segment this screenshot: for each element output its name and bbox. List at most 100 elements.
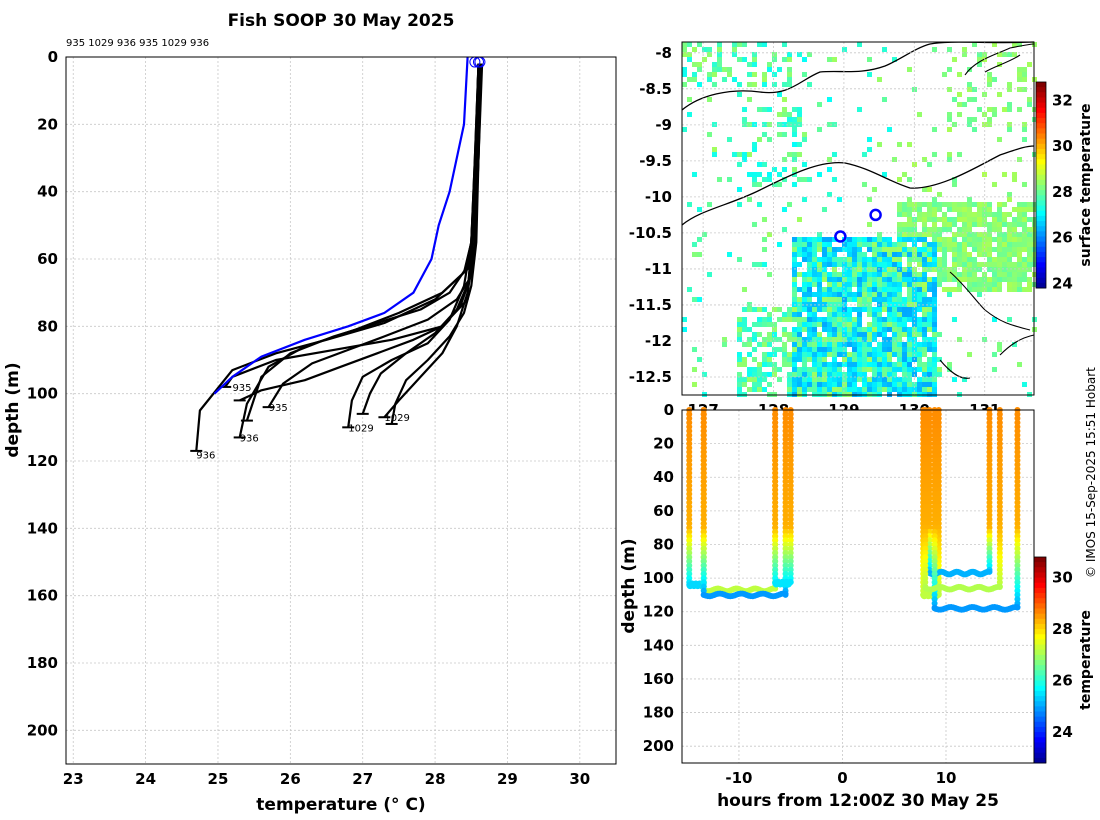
sst-cell xyxy=(967,227,972,232)
sst-cell xyxy=(882,367,887,372)
sst-cell xyxy=(817,237,822,242)
sst-cell xyxy=(977,262,982,267)
sst-cell xyxy=(922,362,927,367)
sst-cell xyxy=(932,267,937,272)
sst-cell xyxy=(917,247,922,252)
sst-cell xyxy=(952,242,957,247)
sst-cell xyxy=(972,212,977,217)
temp-colorbar-segment xyxy=(1034,670,1046,676)
sst-colorbar-segment xyxy=(1036,179,1046,186)
sst-cell xyxy=(882,277,887,282)
xbt-sample xyxy=(1014,419,1021,426)
xbt-sample xyxy=(1014,587,1021,594)
sst-cell xyxy=(962,272,967,277)
sst-cell xyxy=(937,242,942,247)
sst-cell xyxy=(1002,202,1007,207)
sst-cell xyxy=(1007,127,1012,132)
xbt-sample xyxy=(700,423,707,430)
sst-cell xyxy=(837,247,842,252)
sst-cell xyxy=(797,372,802,377)
sst-cell xyxy=(847,372,852,377)
xbt-sample xyxy=(931,507,938,514)
xbt-sample xyxy=(700,419,707,426)
sst-cell xyxy=(817,302,822,307)
xbt-sample xyxy=(935,461,942,468)
sst-cell xyxy=(867,347,872,352)
sst-cell xyxy=(987,72,992,77)
sst-cell xyxy=(972,267,977,272)
sst-cell xyxy=(797,377,802,382)
sst-cell xyxy=(682,72,687,77)
sst-cell xyxy=(877,367,882,372)
xbt-sample xyxy=(1014,449,1021,456)
sst-cell xyxy=(867,382,872,387)
sst-cell xyxy=(832,297,837,302)
sst-cell xyxy=(922,292,927,297)
xbt-sample xyxy=(922,575,929,582)
time-tick-label: 0 xyxy=(837,769,847,787)
xbt-sample xyxy=(922,541,929,548)
sst-cell xyxy=(822,357,827,362)
xbt-sample xyxy=(931,591,938,598)
sst-cell xyxy=(1022,232,1027,237)
sst-cell xyxy=(837,292,842,297)
xbt-sample xyxy=(782,507,789,514)
time-tick-label: -10 xyxy=(725,769,752,787)
sst-cell xyxy=(807,342,812,347)
sst-cell xyxy=(872,242,877,247)
sst-cell xyxy=(852,352,857,357)
sst-cell xyxy=(832,152,837,157)
temp-colorbar-segment xyxy=(1034,608,1046,615)
sst-cell xyxy=(912,382,917,387)
xbt-sample xyxy=(931,545,938,552)
sst-cell xyxy=(1017,232,1022,237)
xbt-sample xyxy=(1014,596,1021,603)
sst-cell xyxy=(992,217,997,222)
xbt-sample xyxy=(986,562,993,569)
sst-cell xyxy=(877,307,882,312)
sst-cell xyxy=(737,362,742,367)
xbt-sample xyxy=(931,470,938,477)
temp-colorbar-segment xyxy=(1034,685,1046,692)
sst-cell xyxy=(822,372,827,377)
sst-cell xyxy=(987,227,992,232)
sst-colorbar-segment xyxy=(1036,92,1046,98)
sst-cell xyxy=(807,377,812,382)
sst-cell xyxy=(862,327,867,332)
sst-cell xyxy=(792,247,797,252)
xbt-sample xyxy=(935,537,942,544)
temp-colorbar-segment xyxy=(1034,572,1046,579)
sst-cell xyxy=(787,337,792,342)
sst-cell xyxy=(932,372,937,377)
xbt-sample xyxy=(772,411,779,418)
sst-cell xyxy=(987,282,992,287)
sst-cell xyxy=(992,212,997,217)
sst-cell xyxy=(852,297,857,302)
xbt-sample xyxy=(986,558,993,565)
sst-cell xyxy=(832,267,837,272)
sst-cell xyxy=(837,272,842,277)
sst-cell xyxy=(822,277,827,282)
sst-cell xyxy=(892,57,897,62)
temp-colorbar-segment xyxy=(1034,701,1046,707)
sst-cell xyxy=(792,257,797,262)
sst-cell xyxy=(882,97,887,102)
sst-cell xyxy=(777,347,782,352)
xbt-sample xyxy=(922,491,929,498)
figure-title: Fish SOOP 30 May 2025 xyxy=(228,11,455,31)
sst-cell xyxy=(827,252,832,257)
xbt-sample xyxy=(700,470,707,477)
sst-cell xyxy=(842,357,847,362)
sst-cell xyxy=(737,357,742,362)
sst-cell xyxy=(882,252,887,257)
sst-cell xyxy=(897,212,902,217)
sst-cell xyxy=(842,247,847,252)
xbt-sample xyxy=(922,411,929,418)
xbt-sample xyxy=(996,558,1003,565)
xbt-sample xyxy=(986,537,993,544)
sst-cell xyxy=(972,42,977,47)
sst-cell xyxy=(862,302,867,307)
sst-cell xyxy=(987,117,992,122)
sst-cell xyxy=(707,132,712,137)
sst-cell xyxy=(737,387,742,392)
